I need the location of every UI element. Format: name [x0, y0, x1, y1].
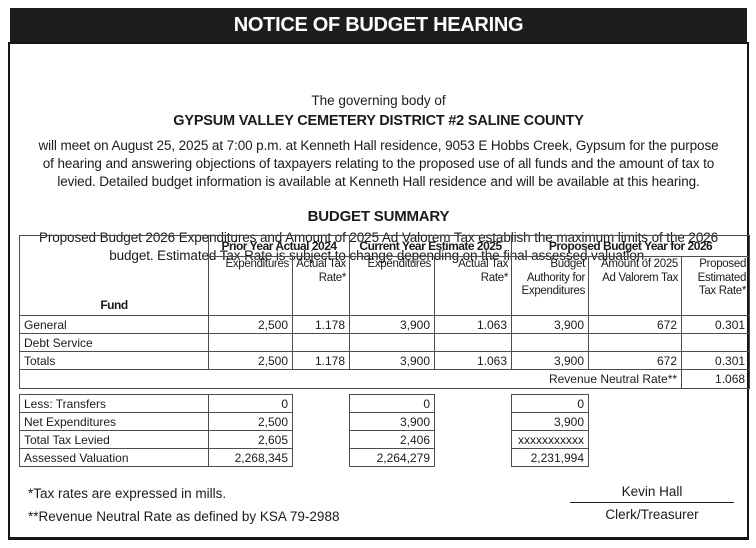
cell-value: 0.301 [681, 315, 751, 334]
signature-name: Kevin Hall [570, 484, 734, 503]
footnote-mills: *Tax rates are expressed in mills. [28, 486, 227, 501]
cell-value: 3,900 [349, 351, 436, 370]
cell-value: xxxxxxxxxxx [511, 430, 589, 449]
spacer-cell [435, 413, 512, 431]
spacer-cell [589, 395, 750, 413]
group-header-proposed-year: Proposed Budget Year for 2026 [511, 235, 751, 257]
revenue-neutral-rate-value: 1.068 [681, 369, 751, 389]
cell-value: 3,900 [511, 412, 589, 431]
signature-block: Kevin Hall Clerk/Treasurer [570, 484, 734, 522]
cell-value: 0 [511, 394, 589, 413]
cell-value: 1.178 [291, 315, 351, 334]
cell-value: 1.178 [291, 351, 351, 370]
budget-summary-table: Less: Transfers 0 0 0 Net Expenditures 2… [19, 394, 750, 467]
spacer-cell [589, 413, 750, 431]
spacer-cell [293, 395, 350, 413]
cell-value: 2,264,279 [349, 448, 435, 467]
cell-value: 3,900 [349, 315, 436, 334]
header-expenditures-2024: Expenditures [208, 256, 293, 316]
footnote-revenue-neutral: **Revenue Neutral Rate as defined by KSA… [28, 509, 340, 524]
cell-value: 2,268,345 [208, 448, 293, 467]
summary-row-label: Net Expenditures [19, 412, 209, 431]
cell-value: 2,500 [208, 412, 293, 431]
notice-title-bar: NOTICE OF BUDGET HEARING [10, 8, 747, 42]
cell-value [291, 333, 351, 352]
cell-value: 672 [588, 351, 683, 370]
cell-value: 0 [349, 394, 435, 413]
spacer-cell [435, 449, 512, 467]
table-row-general: General 2,500 1.178 3,900 1.063 3,900 67… [19, 315, 751, 334]
fund-name: Totals [19, 351, 209, 370]
cell-value: 2,605 [208, 430, 293, 449]
spacer-cell [293, 449, 350, 467]
table-row-totals: Totals 2,500 1.178 3,900 1.063 3,900 672… [19, 351, 751, 370]
summary-row-less-transfers: Less: Transfers 0 0 0 [19, 394, 750, 413]
meeting-details-paragraph: will meet on August 25, 2025 at 7:00 p.m… [38, 138, 719, 189]
cell-value [588, 333, 683, 352]
cell-value [434, 333, 513, 352]
table-sub-header-row: Expenditures Actual Tax Rate* Expenditur… [20, 256, 751, 316]
budget-summary-heading: BUDGET SUMMARY [307, 208, 450, 225]
cell-value: 3,900 [511, 315, 590, 334]
spacer-cell [589, 449, 750, 467]
spacer-cell [435, 431, 512, 449]
cell-value: 672 [588, 315, 683, 334]
summary-row-net-expenditures: Net Expenditures 2,500 3,900 3,900 [19, 412, 750, 431]
summary-row-label: Total Tax Levied [19, 430, 209, 449]
cell-value: 0.301 [681, 351, 751, 370]
notice-title: NOTICE OF BUDGET HEARING [233, 13, 524, 36]
signature-title: Clerk/Treasurer [605, 507, 699, 522]
header-proposed-estimated-rate: Proposed Estimated Tax Rate* [681, 256, 751, 316]
cell-value [511, 333, 590, 352]
header-actual-tax-rate-2025: Actual Tax Rate* [434, 256, 513, 316]
cell-value: 1.063 [434, 351, 513, 370]
summary-row-assessed-valuation: Assessed Valuation 2,268,345 2,264,279 2… [19, 448, 750, 467]
cell-value: 2,500 [208, 315, 293, 334]
header-ad-valorem-tax: Amount of 2025 Ad Valorem Tax [588, 256, 683, 316]
spacer-cell [435, 395, 512, 413]
group-header-current-year: Current Year Estimate 2025 [349, 235, 513, 257]
fund-column-header: Fund [19, 235, 209, 316]
cell-value: 1.063 [434, 315, 513, 334]
header-actual-tax-rate-2024: Actual Tax Rate* [291, 256, 351, 316]
revenue-neutral-rate-row: Revenue Neutral Rate** 1.068 [18, 369, 751, 389]
cell-value: 2,231,994 [511, 448, 589, 467]
header-budget-authority: Budget Authority for Expenditures [511, 256, 590, 316]
cell-value: 2,500 [208, 351, 293, 370]
cell-value [681, 333, 751, 352]
table-group-header-row: Fund Prior Year Actual 2024 Current Year… [19, 235, 751, 316]
fund-name: Debt Service [19, 333, 209, 352]
summary-row-total-tax-levied: Total Tax Levied 2,605 2,406 xxxxxxxxxxx [19, 430, 750, 449]
district-name: GYPSUM VALLEY CEMETERY DISTRICT #2 SALIN… [173, 113, 584, 129]
table-row-debt-service: Debt Service [19, 333, 751, 352]
cell-value: 0 [208, 394, 293, 413]
cell-value: 3,900 [511, 351, 590, 370]
fund-name: General [19, 315, 209, 334]
spacer-cell [293, 431, 350, 449]
cell-value [349, 333, 436, 352]
spacer-cell [293, 413, 350, 431]
cell-value: 2,406 [349, 430, 435, 449]
revenue-neutral-rate-label: Revenue Neutral Rate** [18, 369, 683, 389]
governing-body-label: The governing body of [311, 93, 446, 108]
group-header-prior-year: Prior Year Actual 2024 [207, 235, 351, 257]
spacer-cell [589, 431, 750, 449]
header-expenditures-2025: Expenditures [349, 256, 436, 316]
budget-table: Fund Prior Year Actual 2024 Current Year… [18, 235, 751, 389]
cell-value: 3,900 [349, 412, 435, 431]
cell-value [208, 333, 293, 352]
summary-row-label: Assessed Valuation [19, 448, 209, 467]
summary-row-label: Less: Transfers [19, 394, 209, 413]
